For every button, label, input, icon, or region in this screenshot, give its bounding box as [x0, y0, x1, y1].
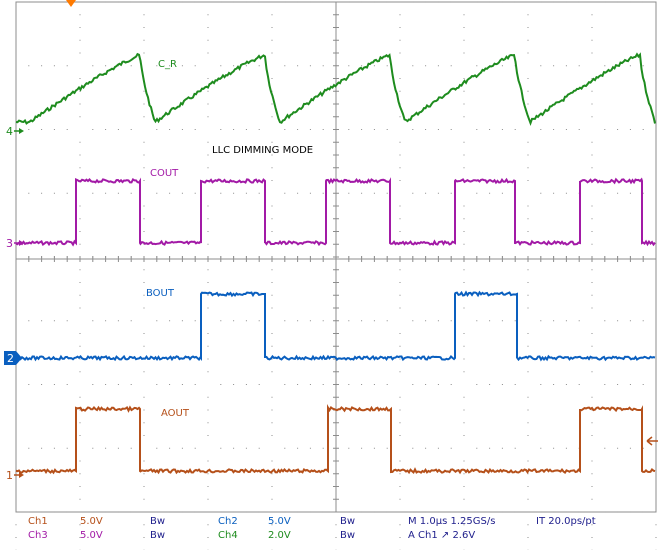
ch4-name: Ch4 [218, 530, 238, 541]
trigger-position-marker [66, 0, 76, 7]
channel-label-c-r: C_R [158, 59, 177, 70]
ch4-scale: 2.0V [268, 530, 291, 541]
trigger-readout: A Ch1 ↗ 2.6V [408, 530, 476, 541]
trigger-level-arrow [646, 436, 658, 446]
ch1-bandwidth: Bw [150, 516, 166, 527]
channel-markers: 4 3 2 1 [4, 125, 24, 482]
trace-ch3-cout [15, 177, 656, 247]
ch3-scale: 5.0V [80, 530, 103, 541]
sample-interval-readout: IT 20.0ps/pt [536, 516, 596, 527]
timebase-readout: M 1.0µs 1.25GS/s [408, 516, 496, 527]
trace-ch2-bout [15, 290, 656, 362]
marker-label-ch2: 2 [7, 352, 14, 365]
marker-label-ch3: 3 [6, 237, 13, 250]
ch1-name: Ch1 [28, 516, 48, 527]
ch3-bandwidth: Bw [150, 530, 166, 541]
ch2-name: Ch2 [218, 516, 238, 527]
ch1-scale: 5.0V [80, 516, 103, 527]
channel-label-cout: COUT [150, 168, 179, 179]
marker-label-ch1: 1 [6, 469, 13, 482]
marker-label-ch4: 4 [6, 125, 13, 138]
ch4-bandwidth: Bw [340, 530, 356, 541]
channel-label-aout: AOUT [161, 408, 189, 419]
ch3-name: Ch3 [28, 530, 48, 541]
marker-box-ch2 [4, 351, 16, 365]
trace-ch1-aout [15, 403, 656, 475]
marker-arrow-ch4 [19, 128, 24, 134]
channel-label-bout: BOUT [146, 288, 174, 299]
trace-ch4-c-r [15, 52, 656, 127]
ch2-bandwidth: Bw [340, 516, 356, 527]
ch2-scale: 5.0V [268, 516, 291, 527]
scope-title: LLC DIMMING MODE [212, 145, 314, 156]
graticule [15, 1, 657, 550]
